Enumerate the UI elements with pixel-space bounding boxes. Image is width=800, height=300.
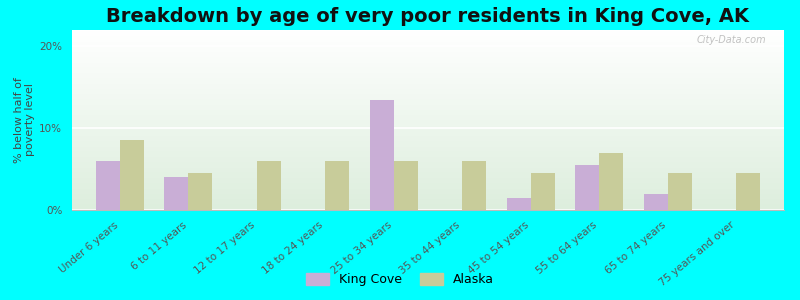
Legend: King Cove, Alaska: King Cove, Alaska [301, 268, 499, 291]
Bar [96, 161, 120, 210]
Y-axis label: % below half of
poverty level: % below half of poverty level [14, 77, 35, 163]
Bar [506, 198, 530, 210]
Bar [668, 173, 691, 210]
Bar [394, 161, 418, 210]
Bar [599, 153, 623, 210]
Bar [257, 161, 281, 210]
Bar [120, 140, 144, 210]
Bar [736, 173, 760, 210]
Bar [188, 173, 212, 210]
Bar [165, 177, 188, 210]
Bar [462, 161, 486, 210]
Bar [644, 194, 668, 210]
Bar [370, 100, 394, 210]
Bar [575, 165, 599, 210]
Title: Breakdown by age of very poor residents in King Cove, AK: Breakdown by age of very poor residents … [106, 7, 750, 26]
Bar [326, 161, 350, 210]
Text: City-Data.com: City-Data.com [697, 35, 766, 45]
Bar [530, 173, 554, 210]
